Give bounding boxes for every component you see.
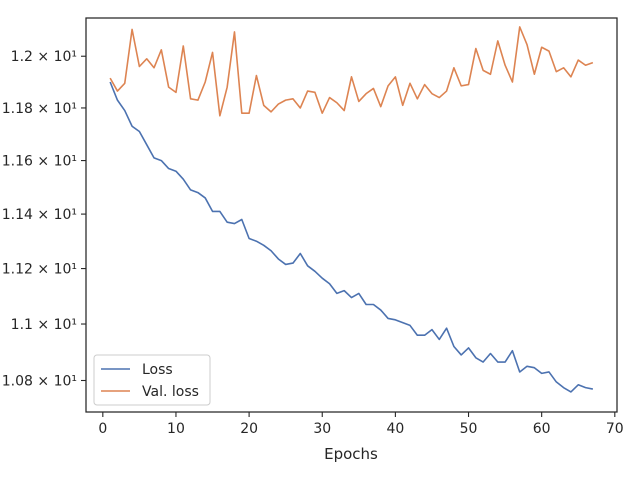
legend-label-loss: Loss <box>142 362 173 378</box>
x-axis-label: Epochs <box>324 445 378 463</box>
y-tick-label: 1.14 × 10¹ <box>2 207 77 223</box>
x-axis: 0 10 20 30 40 50 60 70 <box>98 412 624 437</box>
x-tick-label: 0 <box>98 421 107 437</box>
plot-frame <box>85 17 618 413</box>
x-tick-label: 40 <box>386 421 404 437</box>
y-tick-label: 1.12 × 10¹ <box>2 262 77 278</box>
legend-box <box>93 354 211 406</box>
y-tick-label: 1.08 × 10¹ <box>2 373 77 389</box>
y-axis: 1.08 × 10¹ 1.1 × 10¹ 1.12 × 10¹ 1.14 × 10¹ 1… <box>2 49 86 389</box>
legend: Loss Val. loss <box>93 354 211 406</box>
x-tick-label: 20 <box>240 421 258 437</box>
y-tick-label: 1.1 × 10¹ <box>11 317 77 333</box>
series-layer <box>109 26 594 393</box>
y-tick-label: 1.18 × 10¹ <box>2 101 77 117</box>
series-line-loss <box>109 81 594 393</box>
x-tick-label: 60 <box>533 421 551 437</box>
x-tick-label: 30 <box>313 421 331 437</box>
x-tick-label: 50 <box>460 421 478 437</box>
x-tick-label: 70 <box>606 421 624 437</box>
legend-label-val-loss: Val. loss <box>142 384 199 400</box>
y-tick-label: 1.16 × 10¹ <box>2 154 77 170</box>
x-tick-label: 10 <box>167 421 185 437</box>
series-line-val-loss <box>109 26 594 117</box>
y-tick-label: 1.2 × 10¹ <box>11 49 77 65</box>
